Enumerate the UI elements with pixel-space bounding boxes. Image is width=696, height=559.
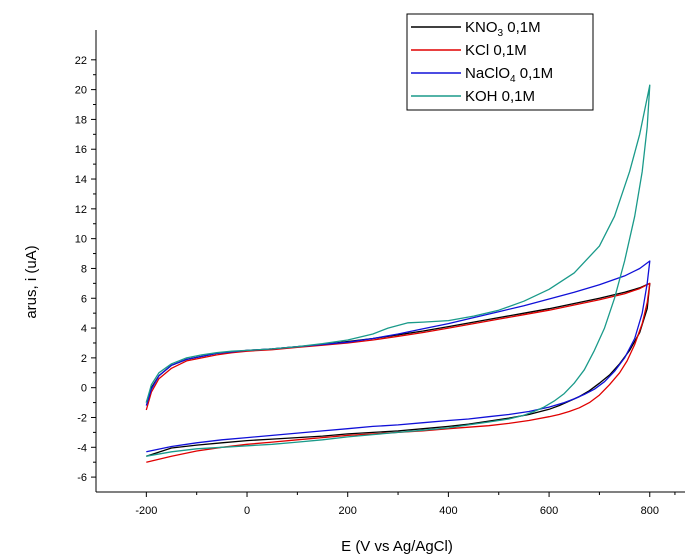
y-tick-label: -6 <box>77 472 87 484</box>
x-tick-label: 800 <box>641 505 659 517</box>
y-tick-label: 4 <box>81 323 87 335</box>
y-tick-label: -4 <box>77 442 87 454</box>
legend-label-4: KOH 0,1M <box>465 88 535 105</box>
y-tick-label: -2 <box>77 412 87 424</box>
series-line-4 <box>145 84 651 457</box>
series-line-2 <box>145 282 651 463</box>
x-axis-label: E (V vs Ag/AgCl) <box>341 538 453 555</box>
y-tick-label: 6 <box>81 293 87 305</box>
legend: KNO3 0,1M KCl 0,1M NaClO4 0,1M KOH 0,1M <box>406 13 594 111</box>
x-tick-label: 0 <box>244 505 250 517</box>
y-tick-label: 12 <box>75 204 87 216</box>
x-tick-label: 400 <box>439 505 457 517</box>
y-tick-label: 22 <box>75 55 87 67</box>
series-line-1 <box>145 282 651 457</box>
y-tick-label: 8 <box>81 263 87 275</box>
x-tick-label: 600 <box>540 505 558 517</box>
y-axis-label: arus, i (uA) <box>23 245 40 318</box>
y-tick-label: 20 <box>75 85 87 97</box>
x-tick-label: -200 <box>135 505 157 517</box>
y-tick-label: 2 <box>81 353 87 365</box>
axes: -200 0 200 400 600 800 -6 -4 -2 0 2 4 6 8 10 12 14 16 18 20… <box>75 30 685 517</box>
legend-label-2: KCl 0,1M <box>465 42 527 59</box>
y-tick-label: 18 <box>75 114 87 126</box>
y-tick-label: 14 <box>75 174 87 186</box>
legend-label-3: NaClO4 0,1M <box>465 65 553 85</box>
y-tick-label: 0 <box>81 383 87 395</box>
y-tick-label: 10 <box>75 234 87 246</box>
legend-label-1: KNO3 0,1M <box>465 19 541 39</box>
legend-box <box>406 13 594 111</box>
series-layer <box>145 84 651 463</box>
x-tick-label: 200 <box>339 505 357 517</box>
y-tick-label: 16 <box>75 144 87 156</box>
series-line-3 <box>145 260 651 453</box>
